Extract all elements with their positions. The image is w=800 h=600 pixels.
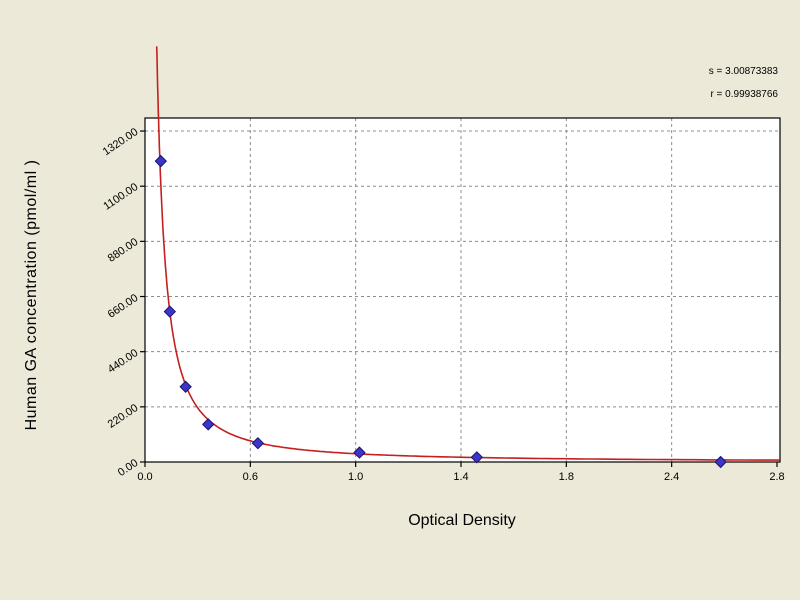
y-axis-title: Human GA concentration (pmol/ml ): [23, 159, 40, 431]
data-point-marker: [470, 451, 484, 464]
x-tick-label: 0.0: [137, 471, 153, 483]
data-point-marker: [714, 455, 727, 469]
x-tick-label: 1.0: [348, 471, 364, 483]
fit-statistics: s = 3.00873383 r = 0.99938766: [709, 60, 778, 106]
data-point-marker: [201, 418, 215, 431]
fit-statistic-s: s = 3.00873383: [708, 66, 778, 77]
x-tick-label: 1.4: [453, 471, 469, 483]
data-point-marker: [179, 380, 192, 393]
x-tick-label: 2.4: [664, 471, 680, 483]
plot-background: [145, 118, 780, 462]
x-axis-title: Optical Density: [408, 512, 516, 529]
data-point-marker: [163, 305, 177, 318]
fit-statistic-r: r = 0.99938766: [710, 89, 778, 100]
x-tick-label: 0.6: [242, 471, 258, 483]
data-point-marker: [154, 154, 168, 168]
plot-border: [144, 117, 781, 463]
data-point-marker: [251, 436, 265, 450]
x-tick-label: 1.8: [558, 471, 574, 483]
x-tick-label: 2.8: [769, 471, 785, 483]
data-point-marker: [353, 446, 366, 459]
